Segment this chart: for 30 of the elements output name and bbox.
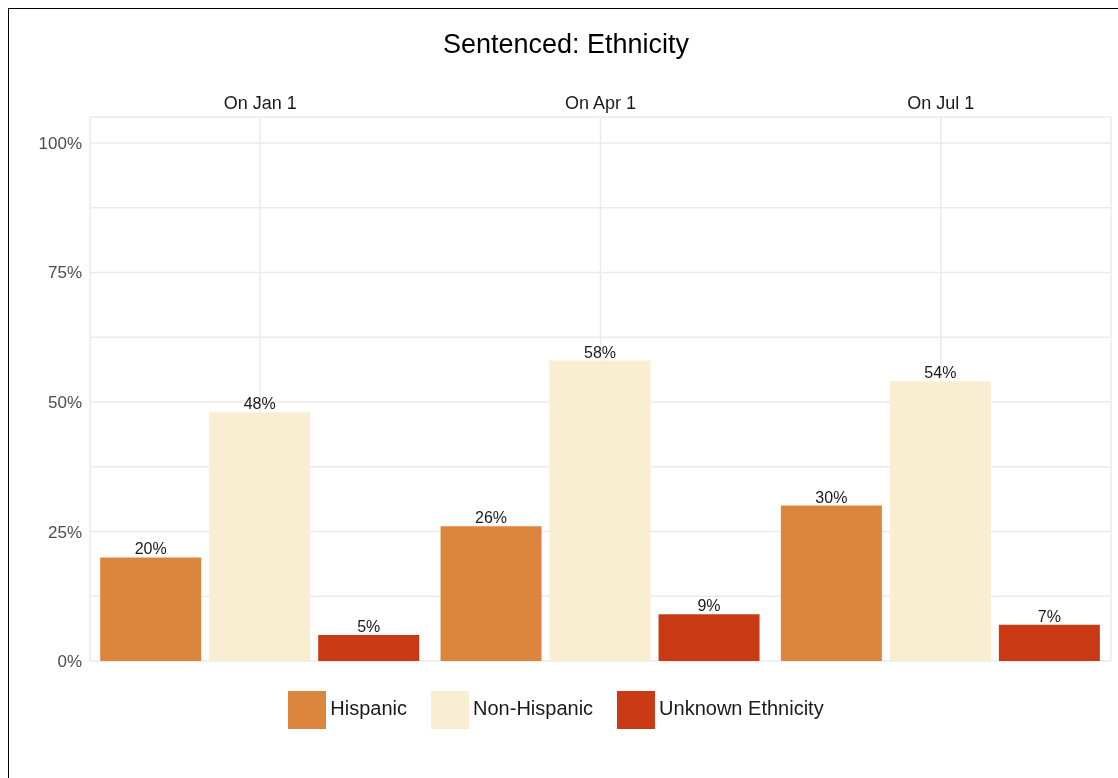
data-label: 9% xyxy=(697,597,721,615)
x-tick-label: On Jan 1 xyxy=(223,93,297,113)
legend-label: Unknown Ethnicity xyxy=(659,697,824,720)
chart-title: Sentenced: Ethnicity xyxy=(441,29,691,60)
data-label: 48% xyxy=(243,395,276,413)
legend-label: Non-Hispanic xyxy=(473,697,594,720)
data-label: 58% xyxy=(584,343,617,361)
data-label: 54% xyxy=(924,364,957,382)
y-tick-label: 0% xyxy=(57,652,82,672)
y-tick-label: 75% xyxy=(47,263,82,283)
data-label: 7% xyxy=(1037,607,1061,625)
data-label: 26% xyxy=(475,509,508,527)
bar xyxy=(889,381,991,661)
y-tick-label: 100% xyxy=(38,133,82,153)
x-tick-label: On Jul 1 xyxy=(907,93,975,113)
bar xyxy=(658,614,760,661)
data-label: 5% xyxy=(357,618,381,636)
bar xyxy=(318,635,420,661)
bar xyxy=(209,412,311,661)
bar xyxy=(998,624,1100,661)
y-tick-label: 50% xyxy=(47,392,82,412)
x-tick-label: On Apr 1 xyxy=(564,93,637,113)
data-label: 20% xyxy=(134,540,167,558)
data-label: 30% xyxy=(815,488,848,506)
bar xyxy=(780,505,882,661)
y-tick-label: 25% xyxy=(47,522,82,542)
bar xyxy=(100,557,202,661)
bar xyxy=(440,526,542,661)
legend-label: Hispanic xyxy=(330,697,408,720)
bar xyxy=(549,360,651,661)
